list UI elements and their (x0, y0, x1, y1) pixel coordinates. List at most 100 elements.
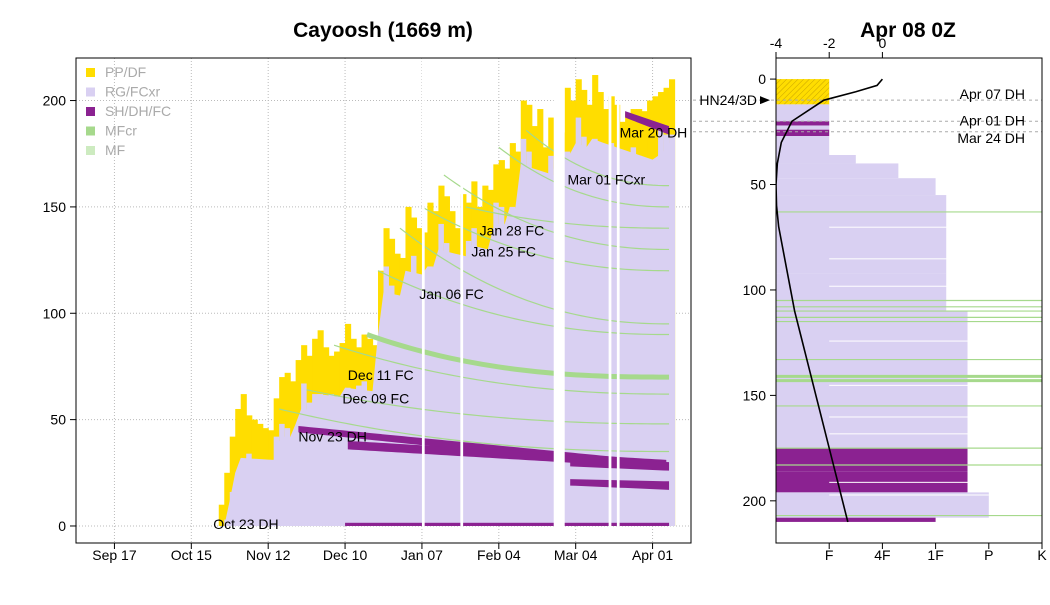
hardness-layer (776, 136, 830, 155)
layer-separator (829, 481, 989, 483)
seasonal-chart-title: Cayoosh (1669 m) (293, 19, 473, 42)
snowpack-area (218, 58, 676, 528)
legend-label: PP/DF (105, 64, 146, 80)
legend-swatch (86, 107, 95, 116)
layer-annotation: Dec 11 FC (348, 367, 414, 383)
layer-annotation: Mar 20 DH (620, 124, 688, 140)
profile-chart-title: Apr 08 0Z (860, 19, 956, 42)
y-tick-label: 100 (43, 305, 67, 321)
temperature-line (776, 78, 884, 523)
hardness-layer (776, 125, 830, 130)
legend-label: MFcr (105, 123, 137, 139)
hardness-layer (776, 155, 856, 164)
depth-axis-right: 0 50 100 150 200 (743, 71, 776, 509)
seasonal-gridlines (76, 58, 691, 543)
hardness-layer (776, 311, 968, 349)
hardness-layer (776, 129, 830, 137)
layer-annotation: Mar 01 FCxr (567, 171, 645, 187)
layer-separator (829, 226, 989, 228)
crust-line (498, 146, 670, 208)
hardness-axis: F 4F 1F P K (825, 543, 1047, 563)
layer-annotation: Jan 28 FC (480, 222, 545, 238)
layer-separator (829, 285, 989, 287)
layer-annotation: Jan 06 FC (419, 286, 484, 302)
weak-layer-band (625, 111, 670, 135)
y-tick-label: 150 (43, 199, 67, 215)
hardness-layer (776, 163, 899, 179)
crust-line (399, 227, 670, 325)
x-tick-label: Mar 04 (554, 547, 598, 563)
x-tick-label: Jan 07 (401, 547, 443, 563)
y-tick-label: 0 (58, 518, 66, 534)
legend-label: SH/DH/FC (105, 103, 171, 119)
hardness-layer (776, 178, 936, 196)
new-snow-column (229, 436, 236, 526)
new-snow-arrow-icon (760, 96, 770, 105)
crust-line (377, 270, 670, 336)
legend-swatch (86, 87, 95, 97)
seasonal-chart: Cayoosh (1669 m) Oct 23 DH Nov 23 DH Dec 0… (43, 19, 692, 563)
x-tick-label: Sep 17 (92, 547, 137, 563)
new-snow-label: HN24/3D (699, 92, 757, 108)
x-tick-label: Feb 04 (477, 547, 521, 563)
legend-label: RG/FCxr (105, 84, 161, 100)
hardness-tick-label: P (984, 547, 993, 563)
layer-separator (829, 384, 989, 386)
layer-annotation: Dec 09 FC (342, 390, 409, 406)
profile-layer-label: Apr 01 DH (960, 112, 1025, 128)
basal-layer (345, 522, 670, 526)
profile-plot-frame (775, 57, 1043, 544)
seasonal-plot-frame (75, 57, 692, 544)
legend-label: MF (105, 142, 125, 158)
profile-layer-label: Apr 07 DH (960, 86, 1025, 102)
y-tick-label: 50 (50, 412, 66, 428)
hardness-layer (776, 492, 989, 518)
legend-swatch (86, 68, 95, 77)
hardness-tick-label: F (825, 547, 834, 563)
depth-tick-label: 150 (743, 387, 767, 403)
hardness-tick-label: K (1037, 547, 1047, 563)
temperature-axis: -4 -2 0 (770, 35, 887, 58)
layer-separator (829, 494, 989, 496)
profile-layer-label: Mar 24 DH (957, 130, 1025, 146)
hardness-layer (776, 349, 968, 449)
depth-tick-label: 100 (743, 282, 767, 298)
layer-annotations: Oct 23 DH Nov 23 DH Dec 09 FC Dec 11 FC Jan … (213, 124, 687, 531)
temperature-profile (776, 78, 884, 523)
crust-line (279, 408, 670, 453)
profile-chart: Apr 08 0Z -4 -2 0 F 4F 1F P K 0 50 100 150 200 Apr… (693, 19, 1047, 563)
hardness-layer (776, 121, 830, 126)
top-tick-label: 0 (879, 35, 887, 51)
layer-separator (829, 433, 989, 435)
new-snow-column (224, 472, 231, 526)
hardness-layer (776, 517, 936, 522)
grain-type-legend: PP/DF RG/FCxr SH/DH/FC MFcr MF (86, 64, 171, 158)
hardness-layer (776, 195, 947, 274)
top-tick-label: -4 (770, 35, 783, 51)
date-axis: Sep 17 Oct 15 Nov 12 Dec 10 Jan 07 Feb 04 Mar … (92, 543, 673, 563)
depth-tick-label: 200 (743, 493, 767, 509)
crust-line (525, 129, 670, 187)
x-tick-label: Oct 15 (171, 547, 212, 563)
crust-line (465, 206, 670, 229)
data-gap (608, 58, 612, 528)
hardness-tick-label: 4F (874, 547, 890, 563)
data-gap (421, 58, 425, 528)
x-tick-label: Nov 12 (246, 547, 291, 563)
y-tick-label: 200 (43, 93, 67, 109)
layer-separator (829, 258, 989, 260)
data-gap (616, 58, 620, 528)
depth-tick-label: 0 (758, 71, 766, 87)
hardness-layer (776, 273, 947, 312)
crust-line (333, 344, 670, 395)
data-gap (553, 58, 565, 528)
hardness-tick-label: 1F (927, 547, 943, 563)
layer-guide-lines (693, 99, 1042, 133)
x-tick-label: Apr 01 (632, 547, 673, 563)
hardness-layer (776, 448, 968, 472)
legend-swatch (86, 126, 95, 136)
hardness-profile (776, 79, 1042, 522)
layer-separator (829, 340, 989, 342)
